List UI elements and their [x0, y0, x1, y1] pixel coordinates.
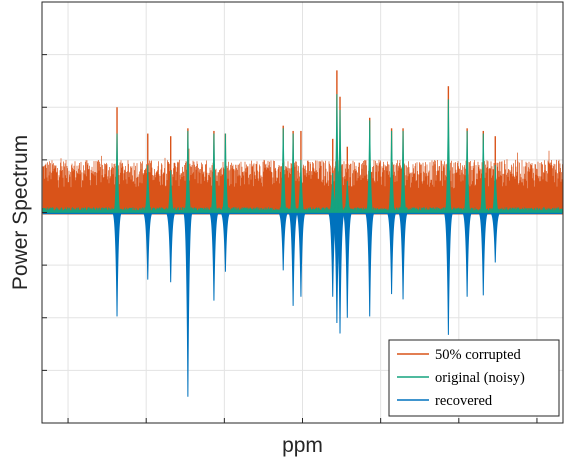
original-peak: [479, 133, 488, 213]
x-axis-label: ppm: [282, 434, 323, 457]
original-peak: [343, 180, 352, 213]
recovered-peak: [182, 213, 194, 397]
recovered-peak: [461, 213, 473, 297]
series-recovered: [43, 212, 562, 397]
axes-box: [41, 1, 564, 424]
original-peak: [399, 130, 407, 213]
recovered-peak: [287, 213, 299, 306]
original-peak: [166, 170, 175, 213]
recovered-peak: [364, 213, 375, 317]
recovered-peak: [478, 213, 489, 296]
recovered-peak: [386, 213, 397, 295]
original-peak: [336, 109, 344, 213]
original-peak: [183, 130, 192, 213]
recovered-peak: [220, 213, 231, 272]
recovered-peak: [490, 213, 501, 263]
recovered-peak: [208, 213, 220, 301]
legend-label: 50% corrupted: [435, 347, 522, 363]
legend: 50% corrupted original (noisy) recovered: [388, 339, 560, 417]
original-peak: [387, 130, 396, 213]
original-peak: [113, 133, 121, 213]
original-peak: [491, 165, 500, 213]
legend-label: recovered: [435, 393, 493, 409]
recovered-peak: [397, 213, 409, 300]
original-peak: [297, 159, 305, 213]
original-peak: [143, 165, 152, 213]
recovered-peak: [165, 213, 176, 283]
original-peak: [365, 120, 374, 213]
axis-ticks: [42, 54, 538, 423]
recovered-peak: [342, 213, 353, 318]
recovered-peak: [142, 213, 153, 280]
original-peak: [210, 133, 218, 213]
original-peak: [444, 99, 453, 213]
recovered-peak: [334, 213, 346, 334]
original-peak: [463, 130, 472, 213]
series-original: [42, 94, 563, 214]
original-peak: [289, 133, 298, 213]
y-axis-label: Power Spectrum: [9, 135, 32, 290]
original-peak: [279, 128, 288, 213]
legend-box: [388, 339, 560, 417]
recovered-peak: [295, 213, 307, 297]
original-peak: [221, 133, 230, 213]
recovered-peak: [443, 213, 454, 335]
recovered-peak: [278, 213, 289, 271]
recovered-peak: [111, 213, 123, 317]
legend-label: original (noisy): [435, 370, 525, 386]
